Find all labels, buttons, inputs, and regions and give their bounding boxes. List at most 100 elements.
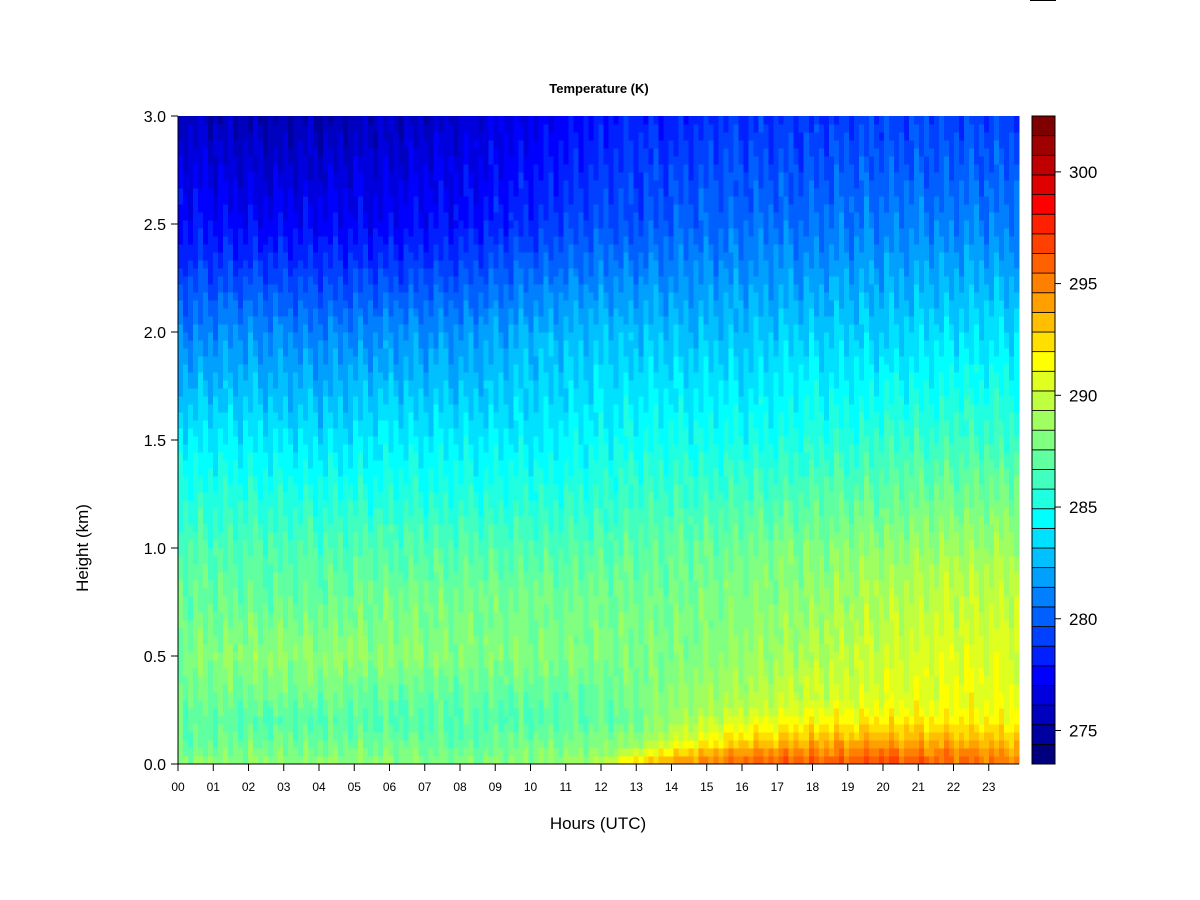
heatmap-cell	[188, 388, 194, 397]
heatmap-cell	[478, 244, 484, 253]
heatmap-cell	[438, 732, 444, 741]
heatmap-cell	[403, 372, 409, 381]
heatmap-cell	[418, 276, 424, 285]
heatmap-cell	[298, 196, 304, 205]
heatmap-cell	[268, 468, 274, 477]
heatmap-cell	[273, 316, 279, 325]
heatmap-cell	[293, 644, 299, 653]
heatmap-cell	[243, 692, 249, 701]
heatmap-cell	[398, 516, 404, 525]
heatmap-cell	[433, 284, 439, 293]
heatmap-cell	[478, 596, 484, 605]
heatmap-cell	[313, 308, 319, 317]
heatmap-cell	[428, 244, 434, 253]
heatmap-cell	[453, 180, 459, 189]
heatmap-cell	[333, 236, 339, 245]
heatmap-cell	[193, 460, 199, 469]
heatmap-cell	[373, 380, 379, 389]
heatmap-cell	[363, 188, 369, 197]
heatmap-cell	[188, 508, 194, 517]
heatmap-cell	[388, 756, 394, 765]
heatmap-cell	[443, 636, 449, 645]
heatmap-cell	[333, 180, 339, 189]
heatmap-cell	[298, 612, 304, 621]
heatmap-cell	[343, 756, 349, 765]
heatmap-cell	[253, 196, 259, 205]
heatmap-cell	[363, 644, 369, 653]
heatmap-cell	[393, 228, 399, 237]
heatmap-cell	[368, 196, 374, 205]
heatmap-cell	[218, 564, 224, 573]
heatmap-cell	[258, 700, 264, 709]
heatmap-cell	[448, 140, 454, 149]
heatmap-cell	[323, 588, 329, 597]
heatmap-cell	[333, 164, 339, 173]
heatmap-cell	[218, 412, 224, 421]
heatmap-cell	[373, 564, 379, 573]
heatmap-cell	[358, 484, 364, 493]
heatmap-cell	[373, 164, 379, 173]
heatmap-cell	[383, 404, 389, 413]
heatmap-cell	[463, 460, 469, 469]
heatmap-cell	[318, 524, 324, 533]
heatmap-cell	[478, 460, 484, 469]
heatmap-cell	[408, 388, 414, 397]
heatmap-cell	[253, 244, 259, 253]
heatmap-cell	[433, 620, 439, 629]
heatmap-cell	[443, 756, 449, 765]
heatmap-cell	[383, 436, 389, 445]
heatmap-cell	[413, 236, 419, 245]
heatmap-cell	[298, 172, 304, 181]
heatmap-cell	[318, 364, 324, 373]
heatmap-cell	[293, 364, 299, 373]
heatmap-cell	[413, 196, 419, 205]
heatmap-cell	[218, 372, 224, 381]
heatmap-cell	[183, 556, 189, 565]
heatmap-cell	[273, 116, 279, 125]
heatmap-cell	[308, 492, 314, 501]
heatmap-cell	[338, 412, 344, 421]
heatmap-cell	[368, 468, 374, 477]
heatmap-cell	[378, 228, 384, 237]
heatmap-cell	[223, 612, 229, 621]
heatmap-cell	[253, 748, 259, 757]
heatmap-cell	[383, 700, 389, 709]
heatmap-cell	[438, 684, 444, 693]
heatmap-cell	[228, 596, 234, 605]
heatmap-cell	[198, 228, 204, 237]
heatmap-cell	[438, 428, 444, 437]
heatmap-cell	[278, 468, 284, 477]
heatmap-cell	[183, 692, 189, 701]
heatmap-cell	[478, 380, 484, 389]
heatmap-cell	[248, 700, 254, 709]
heatmap-cell	[288, 452, 294, 461]
heatmap-cell	[468, 580, 474, 589]
heatmap-cell	[343, 484, 349, 493]
heatmap-cell	[438, 556, 444, 565]
heatmap-cell	[423, 444, 429, 453]
heatmap-cell	[428, 180, 434, 189]
heatmap-cell	[473, 588, 479, 597]
heatmap-cell	[328, 348, 334, 357]
heatmap-cell	[388, 484, 394, 493]
heatmap-cell	[418, 468, 424, 477]
heatmap-cell	[183, 212, 189, 221]
heatmap-cell	[223, 748, 229, 757]
heatmap-cell	[213, 348, 219, 357]
heatmap-cell	[463, 212, 469, 221]
heatmap-cell	[233, 284, 239, 293]
heatmap-cell	[188, 164, 194, 173]
heatmap-cell	[213, 732, 219, 741]
heatmap-cell	[343, 660, 349, 669]
heatmap-cell	[333, 420, 339, 429]
heatmap-cell	[268, 260, 274, 269]
heatmap-cell	[388, 444, 394, 453]
heatmap-cell	[268, 508, 274, 517]
heatmap-cell	[178, 580, 184, 589]
heatmap-cell	[258, 388, 264, 397]
heatmap-cell	[298, 332, 304, 341]
heatmap-cell	[323, 532, 329, 541]
heatmap-cell	[303, 388, 309, 397]
heatmap-cell	[348, 260, 354, 269]
heatmap-cell	[393, 612, 399, 621]
